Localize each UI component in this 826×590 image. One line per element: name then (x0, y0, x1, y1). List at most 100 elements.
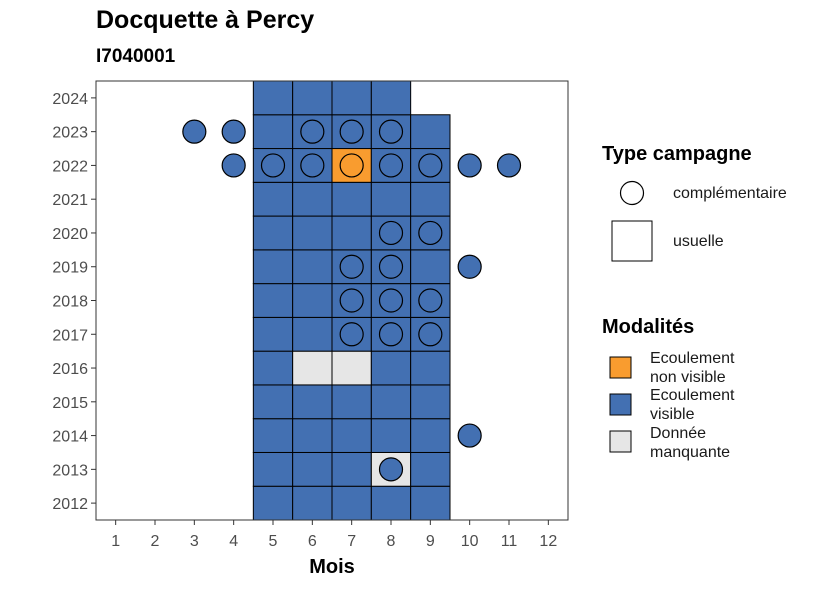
x-tick-label-6: 6 (308, 533, 317, 550)
point-2014-10 (457, 423, 482, 448)
tile-2016-9 (410, 350, 451, 386)
point-2020-8 (378, 220, 404, 246)
tile-2020-6 (292, 215, 333, 251)
point-2022-11 (496, 153, 522, 178)
tile-2019-6 (292, 249, 333, 285)
tile-2020-5 (252, 215, 294, 251)
y-tick-label-2017: 2017 (52, 327, 88, 344)
chart-title: Docquette à Percy (96, 6, 315, 34)
legend-item-ecoulement-non-visible: Ecoulement non visible (650, 350, 735, 386)
legend-key-complementaire (619, 180, 645, 206)
x-axis-title: Mois (309, 556, 355, 578)
tile-2013-6 (292, 451, 333, 487)
tile-2017-6 (292, 316, 333, 352)
tile-2019-5 (252, 249, 294, 285)
x-tick-label-10: 10 (461, 533, 479, 550)
point-2022-9 (418, 153, 443, 178)
tile-2021-6 (292, 181, 333, 217)
tile-2020-7 (331, 215, 372, 251)
point-2017-8 (378, 322, 404, 347)
x-tick-label-9: 9 (426, 533, 435, 550)
tile-2012-8 (370, 485, 412, 521)
tile-2012-5 (252, 485, 294, 521)
legend-key-modalite-1 (609, 393, 632, 416)
point-2023-7 (339, 119, 364, 144)
tile-2015-9 (410, 384, 451, 420)
tile-2023-9 (410, 114, 451, 150)
y-tick-label-2013: 2013 (52, 462, 88, 479)
tile-2012-7 (331, 485, 372, 521)
x-tick-label-8: 8 (387, 533, 396, 550)
tile-2014-7 (331, 418, 372, 453)
point-2019-10 (457, 254, 482, 279)
tile-2016-7 (331, 350, 372, 386)
tile-2016-6 (292, 350, 333, 386)
legend-key-usuelle (611, 220, 653, 262)
y-tick-label-2019: 2019 (52, 260, 88, 277)
y-tick-label-2016: 2016 (52, 361, 88, 378)
legend-item-usuelle: usuelle (673, 233, 724, 250)
x-tick-label-12: 12 (539, 533, 557, 550)
y-tick-label-2020: 2020 (52, 226, 88, 243)
tile-2018-5 (252, 283, 294, 318)
legend-campagne-title: Type campagne (602, 143, 752, 165)
tile-2014-6 (292, 418, 333, 453)
tile-2015-5 (252, 384, 294, 420)
tile-2023-5 (252, 114, 294, 150)
x-tick-label-5: 5 (269, 533, 278, 550)
tile-2024-5 (252, 80, 294, 116)
point-2022-4 (221, 153, 246, 178)
y-tick-label-2015: 2015 (52, 395, 88, 412)
point-2019-7 (339, 254, 364, 279)
point-2022-5 (260, 153, 286, 178)
x-tick-label-2: 2 (151, 533, 160, 550)
tile-2024-8 (370, 80, 412, 116)
y-tick-label-2022: 2022 (52, 158, 88, 175)
point-2023-8 (378, 119, 404, 144)
point-2017-9 (418, 322, 443, 347)
tile-2016-8 (370, 350, 412, 386)
legend-key-modalite-0 (609, 356, 632, 379)
tile-2015-8 (370, 384, 412, 420)
point-2020-9 (418, 220, 443, 246)
tile-2021-7 (331, 181, 372, 217)
y-tick-label-2012: 2012 (52, 496, 88, 513)
point-2022-8 (378, 153, 404, 178)
point-2018-8 (378, 288, 404, 313)
legend-modalites-title: Modalités (602, 316, 695, 338)
y-tick-label-2021: 2021 (52, 192, 88, 209)
tile-2021-8 (370, 181, 412, 217)
point-2019-8 (378, 254, 404, 279)
x-tick-label-4: 4 (229, 533, 238, 550)
y-tick-label-2024: 2024 (52, 91, 88, 108)
point-2023-6 (300, 119, 325, 144)
point-2022-7 (339, 153, 364, 178)
point-2018-9 (418, 288, 443, 313)
x-tick-label-3: 3 (190, 533, 199, 550)
tile-2014-5 (252, 418, 294, 453)
legend-item-complementaire: complémentaire (673, 185, 787, 202)
legend-item-ecoulement-visible: Ecoulement visible (650, 387, 735, 423)
tile-2015-6 (292, 384, 333, 420)
point-2013-8 (378, 457, 404, 482)
point-2022-6 (300, 153, 325, 178)
point-2022-10 (457, 153, 482, 178)
point-2023-4 (221, 119, 246, 144)
tile-2024-6 (292, 80, 333, 116)
y-tick-label-2014: 2014 (52, 429, 88, 446)
tile-2017-5 (252, 316, 294, 352)
point-2023-3 (182, 119, 207, 144)
tile-2018-6 (292, 283, 333, 318)
x-tick-label-1: 1 (111, 533, 120, 550)
y-tick-label-2018: 2018 (52, 294, 88, 311)
tile-2012-9 (410, 485, 451, 521)
tile-2012-6 (292, 485, 333, 521)
x-tick-label-11: 11 (501, 533, 518, 550)
tile-2014-9 (410, 418, 451, 453)
point-2018-7 (339, 288, 364, 313)
tile-2016-5 (252, 350, 294, 386)
point-2017-7 (339, 322, 364, 347)
x-tick-label-7: 7 (347, 533, 356, 550)
chart-subtitle: I7040001 (96, 46, 176, 67)
